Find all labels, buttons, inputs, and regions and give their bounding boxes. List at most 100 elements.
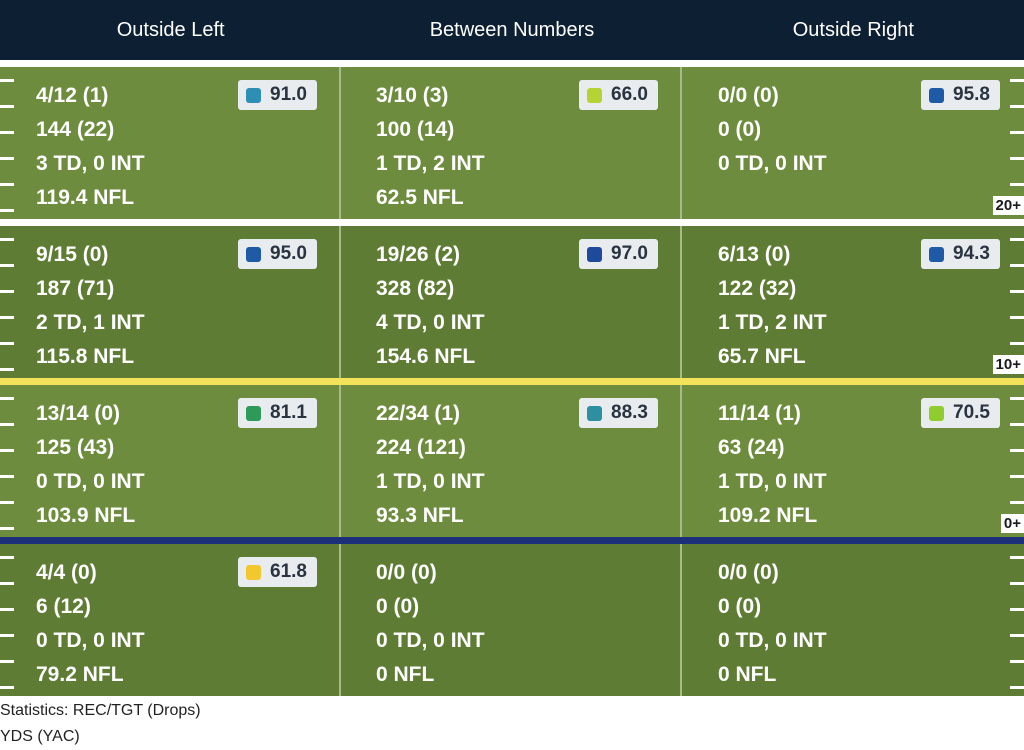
yds-yac: 0 (0) [718, 595, 762, 618]
column-divider [680, 226, 682, 378]
zone-row-short: 13/14 (0) 125 (43) 0 TD, 0 INT 103.9 NFL… [0, 385, 1024, 537]
grade-badge: 95.0 [238, 239, 317, 269]
grade-color-swatch [929, 246, 944, 262]
hash-tick [1010, 423, 1024, 426]
hash-tick [1010, 342, 1024, 345]
yard-marker-0: 0+ [1000, 514, 1024, 533]
grade-value: 81.1 [270, 402, 307, 423]
nfl-rating: 103.9 NFL [36, 504, 136, 527]
stats-legend: Statistics: REC/TGT (Drops) YDS (YAC) [0, 697, 1024, 750]
hash-tick [1010, 397, 1024, 400]
hash-marks-left [0, 544, 14, 696]
rec-tgt-drops: 22/34 (1) [376, 402, 461, 425]
grade-badge: 61.8 [238, 557, 317, 587]
column-divider [339, 67, 341, 219]
grade-badge: 94.3 [921, 239, 1000, 269]
field-chart: 4/12 (1) 144 (22) 3 TD, 0 INT 119.4 NFL … [0, 60, 1024, 697]
nfl-rating: 0 NFL [718, 663, 777, 686]
grade-badge: 81.1 [238, 398, 317, 428]
grade-value: 95.0 [270, 243, 307, 264]
hash-tick [0, 264, 14, 267]
hash-tick [0, 183, 14, 186]
zone-cell-outside-left: 4/4 (0) 6 (12) 0 TD, 0 INT 79.2 NFL 61.8 [0, 544, 339, 696]
hash-tick [1010, 501, 1024, 504]
grade-color-swatch [929, 405, 944, 421]
nfl-rating: 65.7 NFL [718, 345, 806, 368]
line-of-scrimmage [0, 537, 1024, 544]
td-int: 1 TD, 0 INT [376, 470, 485, 493]
hash-tick [1010, 608, 1024, 611]
column-divider [339, 544, 341, 696]
yds-yac: 144 (22) [36, 118, 115, 141]
column-divider [680, 385, 682, 537]
zone-cell-between-numbers: 22/34 (1) 224 (121) 1 TD, 0 INT 93.3 NFL… [339, 385, 681, 537]
grade-color-swatch [929, 87, 944, 103]
hash-marks-left [0, 226, 14, 378]
nfl-rating: 62.5 NFL [376, 186, 464, 209]
grade-value: 70.5 [953, 402, 990, 423]
hash-tick [0, 449, 14, 452]
grade-color-swatch [587, 246, 602, 262]
td-int: 0 TD, 0 INT [376, 629, 485, 652]
grade-value: 61.8 [270, 561, 307, 582]
td-int: 4 TD, 0 INT [376, 311, 485, 334]
yds-yac: 125 (43) [36, 436, 115, 459]
zone-cell-outside-left: 4/12 (1) 144 (22) 3 TD, 0 INT 119.4 NFL … [0, 67, 339, 219]
column-divider [339, 385, 341, 537]
grade-badge: 91.0 [238, 80, 317, 110]
yds-yac: 0 (0) [376, 595, 420, 618]
td-int: 1 TD, 0 INT [718, 470, 827, 493]
rec-tgt-drops: 6/13 (0) [718, 243, 791, 266]
hash-tick [1010, 157, 1024, 160]
hash-tick [1010, 79, 1024, 82]
yds-yac: 122 (32) [718, 277, 797, 300]
zone-cell-outside-right: 6/13 (0) 122 (32) 1 TD, 2 INT 65.7 NFL 9… [681, 226, 1024, 378]
grade-color-swatch [587, 405, 602, 421]
zone-cell-outside-right: 11/14 (1) 63 (24) 1 TD, 0 INT 109.2 NFL … [681, 385, 1024, 537]
hash-tick [0, 342, 14, 345]
grade-value: 66.0 [611, 84, 648, 105]
grade-value: 97.0 [611, 243, 648, 264]
rec-tgt-drops: 4/4 (0) [36, 561, 97, 584]
hash-tick [1010, 475, 1024, 478]
hash-tick [1010, 316, 1024, 319]
top-boundary-line [0, 60, 1024, 67]
hash-tick [0, 660, 14, 663]
nfl-rating: 154.6 NFL [376, 345, 476, 368]
hash-tick [1010, 660, 1024, 663]
zone-cell-between-numbers: 19/26 (2) 328 (82) 4 TD, 0 INT 154.6 NFL… [339, 226, 681, 378]
rec-tgt-drops: 11/14 (1) [718, 402, 801, 425]
yard-marker-20: 20+ [992, 196, 1024, 215]
legend-line-rec-tgt: Statistics: REC/TGT (Drops) [0, 702, 201, 719]
td-int: 0 TD, 0 INT [718, 152, 827, 175]
zone-cell-outside-left: 9/15 (0) 187 (71) 2 TD, 1 INT 115.8 NFL … [0, 226, 339, 378]
zone-cell-outside-right: 0/0 (0) 0 (0) 0 TD, 0 INT 0 NFL [681, 544, 1024, 696]
hash-tick [0, 368, 14, 371]
grade-badge: 95.8 [921, 80, 1000, 110]
column-header-bar: Outside Left Between Numbers Outside Rig… [0, 0, 1024, 60]
line-20-yard [0, 219, 1024, 226]
yds-yac: 100 (14) [376, 118, 455, 141]
column-divider [680, 67, 682, 219]
rec-tgt-drops: 13/14 (0) [36, 402, 121, 425]
yds-yac: 224 (121) [376, 436, 466, 459]
zone-cell-outside-left: 13/14 (0) 125 (43) 0 TD, 0 INT 103.9 NFL… [0, 385, 339, 537]
hash-tick [0, 105, 14, 108]
zone-cell-between-numbers: 0/0 (0) 0 (0) 0 TD, 0 INT 0 NFL [339, 544, 681, 696]
yard-marker-10: 10+ [992, 355, 1024, 374]
td-int: 0 TD, 0 INT [36, 629, 145, 652]
grade-color-swatch [246, 564, 261, 580]
hash-tick [0, 79, 14, 82]
grade-badge: 66.0 [579, 80, 658, 110]
hash-tick [0, 686, 14, 689]
td-int: 1 TD, 2 INT [718, 311, 827, 334]
grade-color-swatch [246, 246, 261, 262]
hash-tick [0, 527, 14, 530]
legend-line-yds-yac: YDS (YAC) [0, 728, 80, 745]
hash-tick [0, 290, 14, 293]
hash-tick [1010, 238, 1024, 241]
td-int: 2 TD, 1 INT [36, 311, 145, 334]
td-int: 3 TD, 0 INT [36, 152, 145, 175]
hash-tick [0, 238, 14, 241]
grade-value: 95.8 [953, 84, 990, 105]
